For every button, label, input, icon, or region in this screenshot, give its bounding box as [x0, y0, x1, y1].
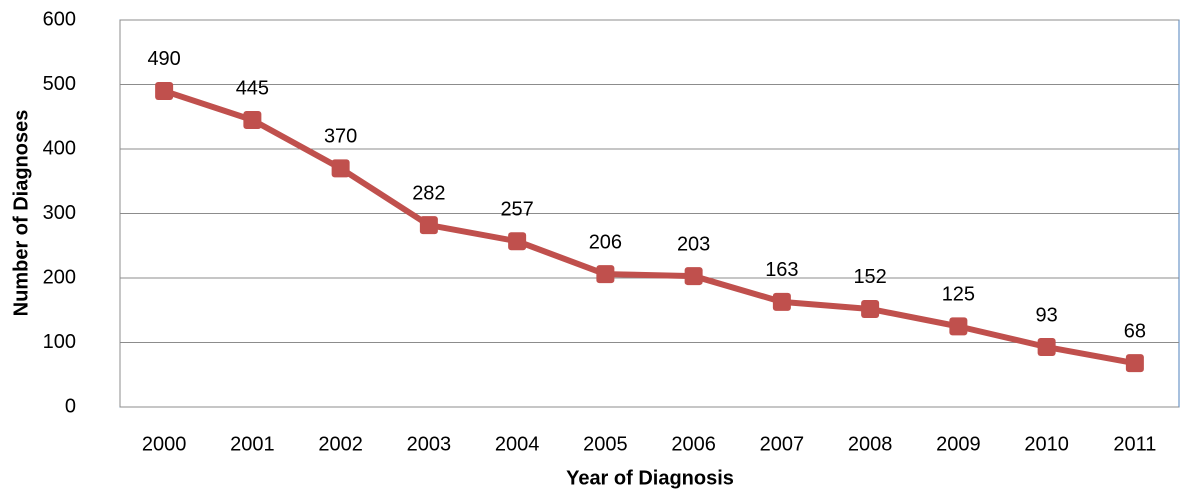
x-tick-label: 2002	[318, 433, 363, 455]
data-label: 152	[853, 266, 886, 288]
marker	[596, 265, 615, 284]
marker	[949, 317, 968, 336]
data-label: 203	[677, 233, 710, 255]
marker	[508, 232, 527, 251]
x-tick-label: 2010	[1024, 433, 1069, 455]
y-tick-label: 500	[43, 73, 76, 95]
marker	[772, 292, 791, 311]
y-axis-title: Number of Diagnoses	[10, 110, 32, 317]
marker	[1125, 354, 1144, 373]
data-line	[163, 88, 1136, 367]
x-tick-label: 2007	[760, 433, 805, 455]
marker	[1037, 338, 1056, 357]
y-tick-label: 600	[43, 8, 76, 30]
marker	[243, 110, 262, 129]
data-label: 490	[147, 48, 180, 70]
x-tick-label: 2006	[671, 433, 716, 455]
marker	[419, 216, 438, 235]
data-label: 370	[324, 126, 357, 148]
x-tick-label: 2000	[142, 433, 187, 455]
data-label: 93	[1036, 304, 1058, 326]
data-label: 125	[942, 284, 975, 306]
marker	[861, 299, 880, 318]
marker	[331, 159, 350, 178]
data-label: 206	[589, 231, 622, 253]
y-tick-label: 100	[43, 331, 76, 353]
x-tick-label: 2011	[1113, 433, 1156, 455]
x-axis-title: Year of Diagnosis	[566, 467, 734, 489]
x-tick-label: 2008	[848, 433, 893, 455]
data-label: 282	[412, 182, 445, 204]
x-tick-label: 2004	[495, 433, 540, 455]
data-label: 163	[765, 259, 798, 281]
y-tick-label: 200	[43, 266, 76, 288]
x-tick-label: 2005	[583, 433, 628, 455]
marker	[155, 81, 174, 100]
y-tick-label: 300	[43, 202, 76, 224]
data-label: 445	[236, 77, 269, 99]
x-tick-label: 2003	[407, 433, 452, 455]
data-label: 68	[1124, 320, 1146, 342]
y-tick-label: 400	[43, 137, 76, 159]
marker	[684, 267, 703, 286]
data-label: 257	[500, 199, 533, 221]
x-tick-label: 2001	[230, 433, 275, 455]
x-tick-label: 2009	[936, 433, 981, 455]
y-tick-label: 0	[65, 395, 76, 417]
